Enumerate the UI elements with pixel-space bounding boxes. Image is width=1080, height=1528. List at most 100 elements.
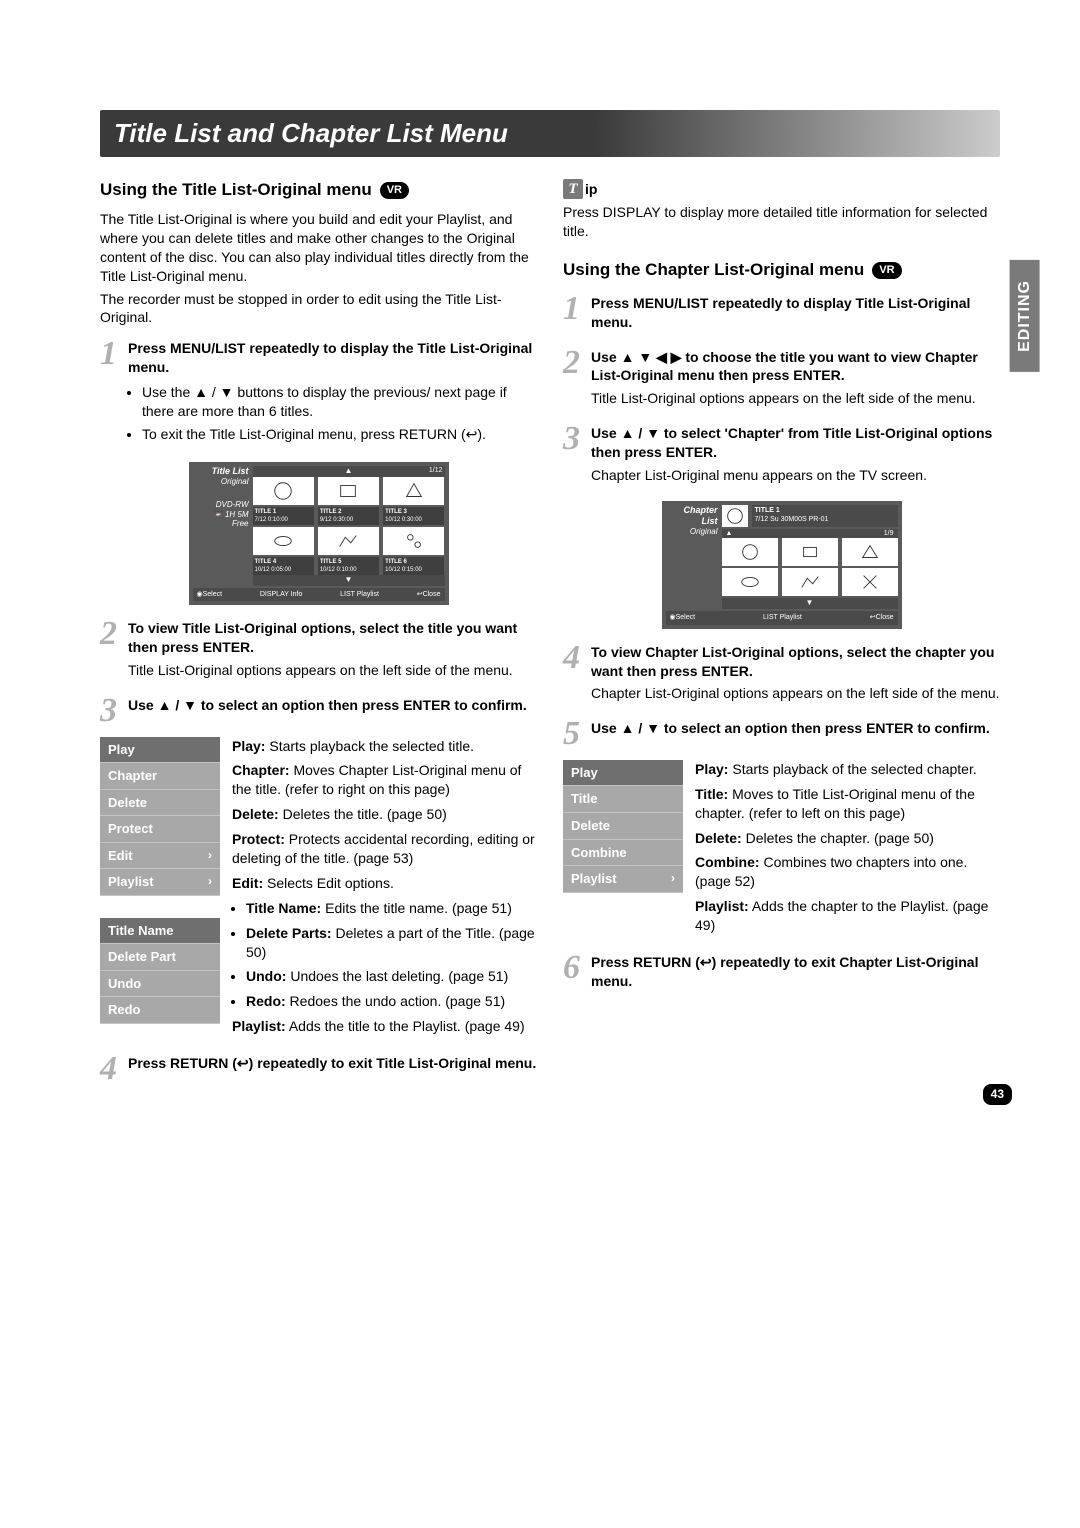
step1-lead: Press MENU/LIST repeatedly to display th… bbox=[128, 339, 537, 377]
def-text: Adds the title to the Playlist. (page 49… bbox=[286, 1018, 525, 1034]
menu-item: Protect bbox=[100, 816, 220, 843]
menu-item: Undo bbox=[100, 970, 220, 997]
osd-chapter-list: Chapter List Original TITLE 1 7/12 Su 30… bbox=[662, 501, 902, 629]
osd-side-sub: Original bbox=[666, 527, 718, 537]
menu-item: Chapter bbox=[100, 763, 220, 790]
intro-paragraph-2: The recorder must be stopped in order to… bbox=[100, 290, 537, 328]
right-column: T ip Press DISPLAY to display more detai… bbox=[563, 179, 1000, 1085]
section-header: Title List and Chapter List Menu bbox=[100, 110, 1000, 157]
def-label: Play: bbox=[232, 738, 265, 754]
intro-paragraph-1: The Title List-Original is where you bui… bbox=[100, 210, 537, 286]
def-text: Deletes the chapter. (page 50) bbox=[742, 830, 934, 846]
step-number: 2 bbox=[100, 619, 122, 684]
step-number: 2 bbox=[563, 348, 585, 413]
def-label: Edit: bbox=[232, 875, 263, 891]
osd-foot: ↩Close bbox=[417, 590, 441, 599]
tip-suffix: ip bbox=[585, 180, 597, 199]
osd-foot: DISPLAY Info bbox=[260, 590, 303, 599]
left-column: Using the Title List-Original menu VR Th… bbox=[100, 179, 537, 1085]
def-label: Title Name: bbox=[246, 900, 321, 916]
menu-item: Playlist› bbox=[563, 866, 683, 893]
def-label: Protect: bbox=[232, 831, 285, 847]
step1-bullet: To exit the Title List-Original menu, pr… bbox=[142, 425, 537, 444]
r-step2-lead: Use ▲ ▼ ◀ ▶ to choose the title you want… bbox=[591, 348, 1000, 386]
osd-side-type: DVD-RW bbox=[193, 500, 249, 510]
page-number-badge: 43 bbox=[983, 1084, 1012, 1104]
osd-info-line: 7/12 Su 30M00S PR-01 bbox=[755, 515, 895, 524]
def-text: Starts playback the selected title. bbox=[265, 738, 474, 754]
osd-info-title: TITLE 1 bbox=[755, 506, 895, 515]
option-menu-table: Play Chapter Delete Protect Edit› Playli… bbox=[100, 737, 220, 896]
step-number: 5 bbox=[563, 719, 585, 750]
osd-thumb bbox=[383, 477, 444, 505]
r-step1-lead: Press MENU/LIST repeatedly to display Ti… bbox=[591, 294, 1000, 332]
menu-item: Play bbox=[563, 760, 683, 786]
osd-side-free: Free bbox=[193, 519, 249, 529]
def-label: Undo: bbox=[246, 968, 286, 984]
r-step5-lead: Use ▲ / ▼ to select an option then press… bbox=[591, 719, 1000, 738]
r-step3-body: Chapter List-Original menu appears on th… bbox=[591, 466, 1000, 485]
osd-foot: ◉Select bbox=[197, 590, 223, 599]
def-text: Starts playback of the selected chapter. bbox=[728, 761, 976, 777]
step1-bullet: Use the ▲ / ▼ buttons to display the pre… bbox=[142, 383, 537, 421]
menu-item: Edit› bbox=[100, 842, 220, 869]
r-step4-body: Chapter List-Original options appears on… bbox=[591, 684, 1000, 703]
menu-item: Playlist› bbox=[100, 869, 220, 896]
def-label: Playlist: bbox=[695, 898, 749, 914]
def-label: Playlist: bbox=[232, 1018, 286, 1034]
def-label: Delete: bbox=[232, 806, 279, 822]
step-number: 4 bbox=[100, 1054, 122, 1085]
r-step4-lead: To view Chapter List-Original options, s… bbox=[591, 643, 1000, 681]
osd-thumb bbox=[782, 538, 838, 566]
chevron-right-icon: › bbox=[671, 870, 675, 886]
osd-side-title: Chapter List bbox=[666, 505, 718, 527]
def-text: Deletes the title. (page 50) bbox=[279, 806, 447, 822]
chevron-right-icon: › bbox=[208, 847, 212, 863]
def-text: Undoes the last deleting. (page 51) bbox=[286, 968, 508, 984]
option-menu-table-2: Title Name Delete Part Undo Redo bbox=[100, 918, 220, 1024]
osd-page-counter: 1/12 bbox=[429, 466, 443, 475]
r-step3-lead: Use ▲ / ▼ to select 'Chapter' from Title… bbox=[591, 424, 1000, 462]
osd-foot: ↩Close bbox=[870, 613, 894, 622]
osd-foot: LIST Playlist bbox=[340, 590, 379, 599]
def-label: Combine: bbox=[695, 854, 760, 870]
step2-body: Title List-Original options appears on t… bbox=[128, 661, 537, 680]
step2-lead: To view Title List-Original options, sel… bbox=[128, 619, 537, 657]
r-step6-lead: Press RETURN (↩) repeatedly to exit Chap… bbox=[591, 953, 1000, 991]
osd-thumb bbox=[722, 568, 778, 596]
def-text: Moves to Title List-Original menu of the… bbox=[695, 786, 975, 821]
osd-thumb bbox=[253, 477, 314, 505]
def-label: Title: bbox=[695, 786, 728, 802]
left-heading: Using the Title List-Original menu bbox=[100, 179, 372, 202]
def-text: Selects Edit options. bbox=[263, 875, 394, 891]
step-number: 6 bbox=[563, 953, 585, 995]
osd-side-title: Title List bbox=[193, 466, 249, 477]
osd-foot: ◉Select bbox=[670, 613, 696, 622]
osd-page-counter: 1/9 bbox=[884, 529, 894, 538]
osd-title-list: 1/12 Title List Original DVD-RW 📼 1H 5M … bbox=[189, 462, 449, 605]
step3-lead: Use ▲ / ▼ to select an option then press… bbox=[128, 696, 537, 715]
menu-item: Title Name bbox=[100, 918, 220, 944]
step4-lead: Press RETURN (↩) repeatedly to exit Titl… bbox=[128, 1054, 537, 1073]
osd-thumb bbox=[842, 568, 898, 596]
menu-item: Delete bbox=[100, 789, 220, 816]
osd-thumb bbox=[253, 527, 314, 555]
osd-side-time: 1H 5M bbox=[225, 510, 249, 519]
step-number: 1 bbox=[100, 339, 122, 449]
right-heading: Using the Chapter List-Original menu bbox=[563, 259, 864, 282]
vr-badge: VR bbox=[380, 182, 409, 199]
tip-body: Press DISPLAY to display more detailed t… bbox=[563, 203, 1000, 241]
r-step2-body: Title List-Original options appears on t… bbox=[591, 389, 1000, 408]
osd-thumb bbox=[782, 568, 838, 596]
def-label: Delete Parts: bbox=[246, 925, 332, 941]
def-text: Redoes the undo action. (page 51) bbox=[286, 993, 506, 1009]
chapter-option-menu-table: Play Title Delete Combine Playlist› bbox=[563, 760, 683, 893]
def-label: Play: bbox=[695, 761, 728, 777]
menu-item: Redo bbox=[100, 997, 220, 1024]
osd-thumb bbox=[318, 477, 379, 505]
osd-thumb-small bbox=[722, 505, 748, 527]
menu-item: Play bbox=[100, 737, 220, 763]
osd-foot: LIST Playlist bbox=[763, 613, 802, 622]
osd-thumb bbox=[318, 527, 379, 555]
def-text: Edits the title name. (page 51) bbox=[321, 900, 512, 916]
